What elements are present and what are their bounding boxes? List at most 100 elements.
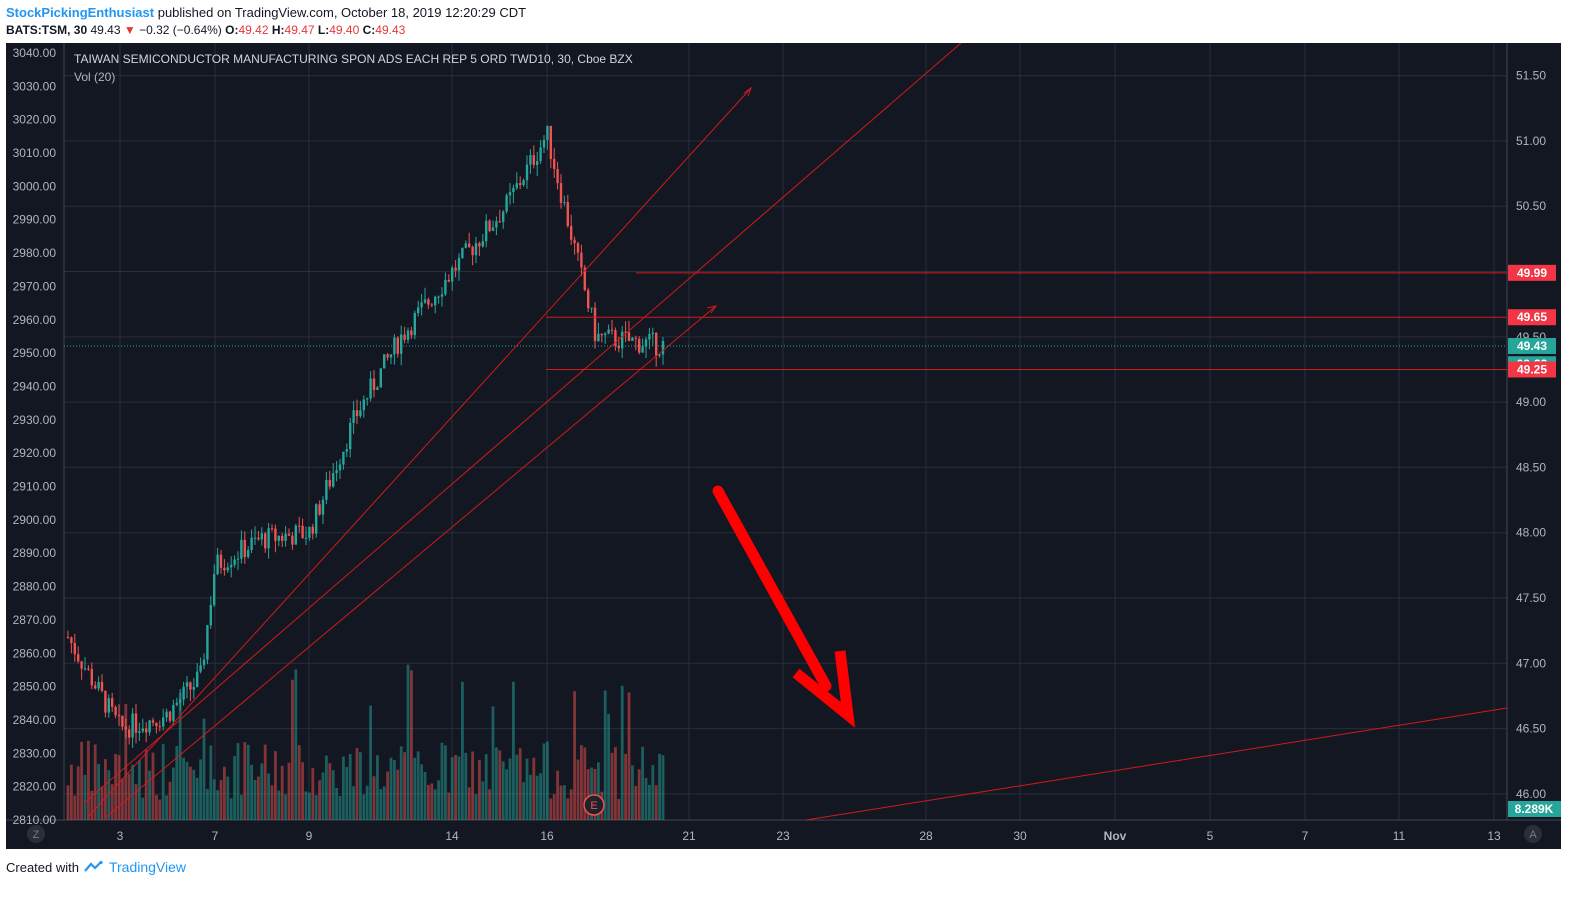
volume-bar (304, 791, 308, 820)
candle-body (563, 202, 566, 204)
candle-body (111, 698, 114, 707)
volume-bar (658, 753, 661, 820)
ohlc-legend: BATS:TSM, 30 49.43 ▼ −0.32 (−0.64%) O:49… (6, 23, 405, 37)
candle-body (104, 690, 107, 713)
candle-body (124, 726, 127, 730)
volume-bar (253, 779, 257, 820)
volume-bar (270, 785, 274, 820)
candle-body (593, 307, 597, 341)
last-price: 49.43 (90, 23, 121, 37)
volume-bar (610, 752, 614, 820)
volume-bar (178, 692, 182, 820)
volume-bar (195, 777, 199, 820)
author-link[interactable]: StockPickingEnthusiast (6, 5, 155, 20)
volume-bar (634, 785, 638, 820)
left-axis-tick-22: 2820.00 (13, 780, 57, 794)
candle-body (546, 125, 549, 140)
high-label: H: (271, 23, 285, 37)
candle-body (624, 331, 627, 333)
volume-bar (614, 747, 617, 820)
volume-bar (274, 751, 277, 820)
price-change: −0.32 (−0.64%) (139, 23, 222, 37)
trendline-middle-arrowhead (743, 86, 753, 97)
volume-bar (141, 797, 145, 820)
candle-body (315, 504, 318, 534)
left-axis-tick-5: 2990.00 (13, 213, 57, 227)
volume-bar (450, 757, 454, 820)
trendline-lower-arrowhead (706, 305, 718, 314)
candle-body (332, 473, 335, 487)
candle-body (219, 554, 223, 568)
candle-body (638, 338, 641, 353)
candle-body (389, 354, 393, 358)
volume-bar (556, 770, 559, 820)
right-axis-tick-0: 51.50 (1516, 69, 1546, 83)
volume-bar (345, 767, 349, 820)
candle-body (553, 158, 556, 170)
volume-bar (76, 766, 80, 820)
volume-bar (382, 786, 386, 820)
volume-bar (233, 756, 236, 820)
candle-body (291, 535, 294, 545)
volume-bar (131, 764, 134, 820)
left-axis-tick-0: 3040.00 (13, 46, 57, 60)
price-chart[interactable]: 3040.00 3030.00 3020.00 3010.00 3000.00 2990.… (6, 43, 1561, 849)
left-axis-tick-4: 3000.00 (13, 179, 57, 193)
price-tag-0 (1508, 264, 1556, 281)
volume-bar (263, 744, 267, 820)
volume-bar (359, 752, 362, 820)
volume-bar (597, 762, 600, 820)
trendline-middle (87, 87, 752, 818)
volume-bar (246, 744, 250, 820)
volume-bar (80, 741, 83, 820)
publish-info: StockPickingEnthusiast published on Trad… (6, 5, 526, 20)
volume-bar (573, 691, 576, 820)
volume-bar (641, 746, 644, 820)
candle-body (253, 537, 257, 539)
candle-body (471, 246, 474, 256)
volume-bar (104, 759, 107, 820)
candle-body (614, 330, 617, 346)
trendline-lower (105, 305, 717, 818)
candle-body (631, 337, 634, 341)
left-axis-tick-15: 2890.00 (13, 546, 57, 560)
volume-bar (117, 755, 121, 820)
candle-body (536, 161, 539, 165)
left-axis-tick-21: 2830.00 (13, 746, 57, 760)
volume-bar (399, 746, 403, 820)
candle-body (182, 686, 185, 700)
tradingview-brand-link[interactable]: TradingView (108, 859, 187, 875)
candle-body (376, 387, 379, 390)
candle-body (522, 180, 525, 186)
candle-body (247, 549, 250, 558)
volume-bar (651, 765, 655, 820)
candle-body (362, 399, 365, 411)
candle-body (321, 499, 325, 515)
candle-body (464, 243, 467, 248)
candle-body (488, 220, 491, 231)
candle-body (162, 717, 165, 727)
time-axis-tick-11: 7 (1302, 829, 1309, 843)
volume-bar (413, 757, 417, 820)
volume-bar (185, 761, 189, 820)
volume-bar (66, 785, 70, 820)
earnings-marker-label: E (590, 800, 597, 812)
time-axis-background (6, 820, 1561, 849)
volume-bar (379, 789, 383, 820)
left-axis-tick-2: 3020.00 (13, 113, 57, 127)
candle-body (573, 239, 576, 244)
candle-body (230, 564, 233, 568)
candle-body (165, 711, 168, 718)
earnings-marker-icon (583, 794, 605, 816)
candle-body (529, 155, 532, 165)
volume-bar (308, 792, 311, 820)
volume-bar (515, 754, 519, 820)
right-axis-tick-11: 46.00 (1516, 787, 1546, 801)
candle-body (260, 533, 263, 540)
volume-bar (365, 785, 369, 820)
tradingview-logo-icon (84, 860, 103, 872)
candle-body (451, 267, 454, 282)
left-axis-tick-16: 2880.00 (13, 580, 57, 594)
volume-bar (437, 780, 440, 820)
volume-bar (423, 771, 427, 820)
